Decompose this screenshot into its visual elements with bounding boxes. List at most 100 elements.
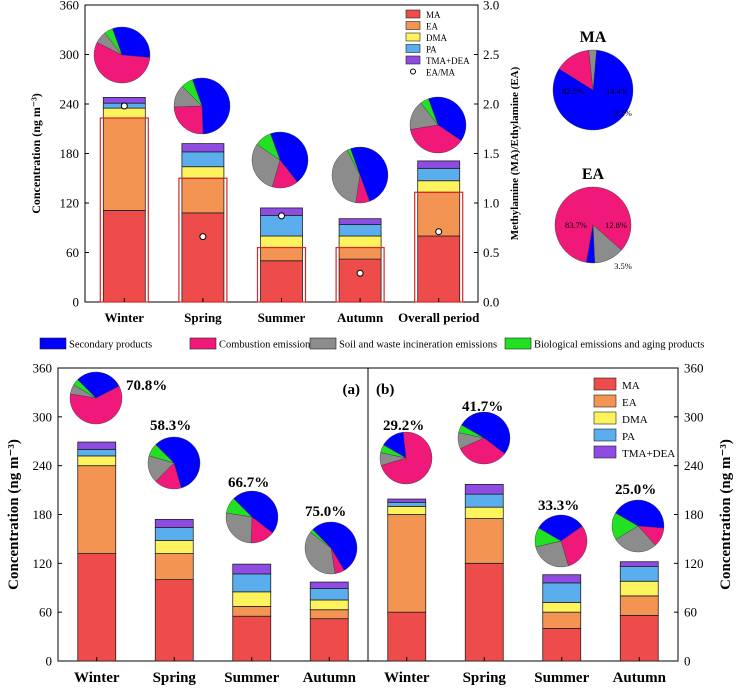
bar-tmadea-2 xyxy=(232,563,272,575)
bar-dma-2 xyxy=(542,602,582,613)
bar-ma-1 xyxy=(464,562,504,662)
pie-slice-soil xyxy=(304,531,336,575)
legend-swatch xyxy=(405,32,421,42)
x-tick-label: Winter xyxy=(105,310,145,325)
source-legend-label-soil: Soil and waste incineration emissions xyxy=(339,340,497,351)
bar-dma-3 xyxy=(338,235,382,248)
legend-swatch xyxy=(405,21,421,30)
pie-pct-a: 75.0% xyxy=(305,504,346,520)
y-tick-label: 300 xyxy=(60,47,80,62)
pie-slice-soil xyxy=(615,525,656,553)
x-tick-label: Autumn xyxy=(303,670,357,686)
bar-pa-4 xyxy=(417,167,461,182)
bar-tmadea-3 xyxy=(619,561,659,567)
y-tick-label: 120 xyxy=(60,196,80,211)
bar-dma-1 xyxy=(181,166,225,179)
pie-slice-bio xyxy=(104,28,123,56)
x-tick-label: Winter xyxy=(384,670,430,686)
y-tick-label: 60 xyxy=(684,605,697,620)
bar-ma-3 xyxy=(619,615,659,662)
y-tick-label: 240 xyxy=(33,458,53,473)
bar-tmadea-0 xyxy=(387,498,427,503)
bar-tmadea-0 xyxy=(77,441,117,450)
y-tick-label: 300 xyxy=(33,409,53,424)
y-axis-label-right: Concentration (ng m⁻³) xyxy=(718,439,734,590)
legend-swatch-b xyxy=(593,377,617,391)
bar-pa-1 xyxy=(154,527,194,541)
bar-ea-1 xyxy=(181,177,225,214)
bar-ma-3 xyxy=(309,618,349,662)
pie-b-3 xyxy=(611,499,665,553)
bar-dma-2 xyxy=(260,235,303,248)
y2-tick-label: 0.0 xyxy=(483,295,499,310)
bar-ma-1 xyxy=(154,579,194,662)
pie-slice-bio xyxy=(226,498,253,518)
pie-slice-bio xyxy=(420,98,439,126)
bar-dma-3 xyxy=(619,580,659,597)
pie-slice-bio xyxy=(458,424,485,439)
pie-pct-label: 82.5% xyxy=(562,86,584,96)
panel-label: (b) xyxy=(376,382,394,398)
ratio-point-1 xyxy=(199,233,207,241)
bar-ea-3 xyxy=(338,247,382,260)
bar-dma-1 xyxy=(154,540,194,554)
pie-a-2 xyxy=(225,490,279,544)
source-legend-swatch-soil xyxy=(309,337,337,350)
pie-top-0 xyxy=(93,26,151,84)
pie-pct-label: 3.1% xyxy=(614,108,632,118)
bar-pa-0 xyxy=(387,501,427,507)
pie-pct-label: 12.8% xyxy=(605,220,627,230)
bar-ea-2 xyxy=(260,247,303,262)
legend-swatch xyxy=(405,55,421,65)
pie-top-1 xyxy=(173,77,231,135)
y-tick-label: 0 xyxy=(73,295,80,310)
ratio-point-2 xyxy=(278,212,285,220)
pie-slice-bio xyxy=(73,379,97,399)
x-tick-label: Spring xyxy=(463,670,507,686)
pie-slice-bio xyxy=(380,444,407,459)
y2-tick-label: 1.0 xyxy=(483,196,499,211)
y-tick-label: 180 xyxy=(684,507,704,522)
bar-ma-2 xyxy=(232,615,272,662)
bar-ma-0 xyxy=(77,553,117,662)
bar-ma-0 xyxy=(387,611,427,662)
pie-slice-secondary xyxy=(312,521,358,571)
pie-slice-combustion xyxy=(69,385,123,425)
pie-slice-soil xyxy=(251,144,281,188)
y-tick-label: 360 xyxy=(684,361,704,376)
pie-slice-bio xyxy=(148,444,175,464)
pie-slice-bio xyxy=(256,133,281,161)
legend-label-b: EA xyxy=(622,397,637,409)
source-legend-label-bio: Biological emissions and aging products xyxy=(534,340,704,351)
bar-tmadea-1 xyxy=(181,143,225,153)
pie-a-0 xyxy=(69,371,123,425)
pie-slice-secondary xyxy=(155,436,201,489)
bar-ea-0 xyxy=(77,465,117,554)
pie-slice-combustion xyxy=(560,525,588,567)
y2-tick-label: 0.5 xyxy=(483,245,499,260)
bar-pa-0 xyxy=(77,448,117,457)
y-tick-label: 180 xyxy=(60,146,80,161)
pie-ma xyxy=(552,49,634,131)
pie-pct-b: 41.7% xyxy=(462,399,503,415)
x-tick-label: Overall period xyxy=(398,310,480,325)
pie-pct-b: 29.2% xyxy=(383,418,424,434)
bar-pa-1 xyxy=(464,493,504,508)
x-tick-label: Summer xyxy=(534,670,589,686)
pie-slice-secondary xyxy=(428,96,467,141)
bar-ea-0 xyxy=(102,117,146,211)
pie-top-2 xyxy=(251,131,309,189)
bar-pa-3 xyxy=(619,566,659,582)
pie-top-4 xyxy=(409,96,467,154)
pie-b-1 xyxy=(457,411,511,465)
y-tick-label: 60 xyxy=(39,605,52,620)
bar-pa-3 xyxy=(338,224,382,237)
pie-slice-secondary xyxy=(77,371,120,399)
pie-slice-bio xyxy=(346,148,361,176)
bar-ea-2 xyxy=(542,611,582,629)
legend-swatch xyxy=(405,44,421,53)
bar-dma-0 xyxy=(387,505,427,515)
pie-pct-a: 58.3% xyxy=(150,418,191,434)
legend-swatch xyxy=(405,9,421,19)
